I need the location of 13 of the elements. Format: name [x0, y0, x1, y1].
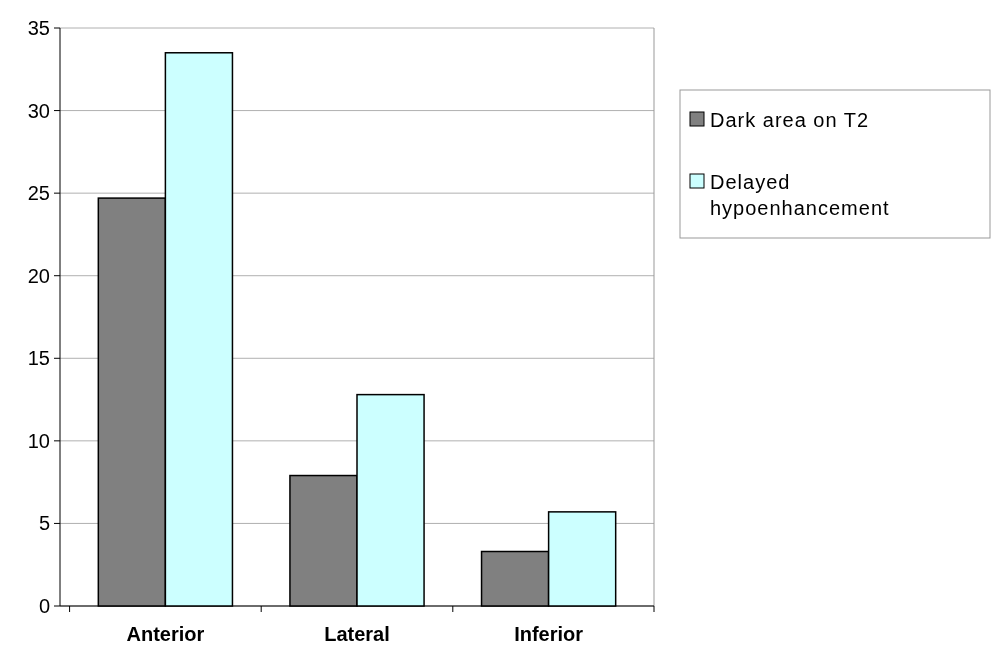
y-tick-label: 10 — [27, 429, 50, 452]
y-tick-label: 0 — [38, 595, 50, 617]
y-tick-label: 30 — [27, 99, 50, 122]
y-tick-label: 5 — [38, 512, 50, 535]
y-tick-label: 25 — [27, 182, 50, 205]
x-tick-label: Lateral — [324, 623, 390, 645]
x-tick-label: Anterior — [126, 623, 205, 645]
legend-label: Delayed hypoenhancement — [710, 171, 890, 219]
y-tick-label: 15 — [27, 347, 50, 370]
y-tick-label: 35 — [27, 17, 50, 39]
x-tick-label: Inferior — [514, 623, 584, 645]
y-tick-label: 20 — [27, 264, 50, 287]
legend-label: Dark area on T2 — [710, 109, 870, 131]
